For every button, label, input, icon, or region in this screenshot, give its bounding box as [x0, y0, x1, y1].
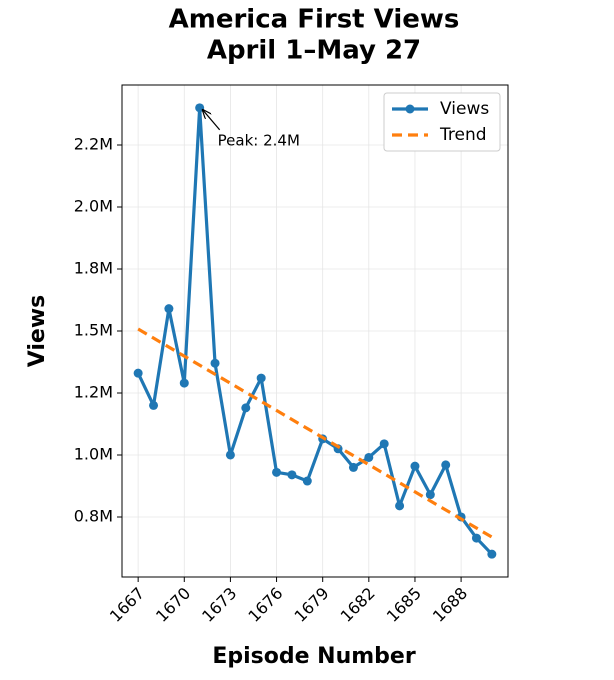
series-line: [137, 327, 493, 539]
y-tick-label: 1.8M: [74, 259, 113, 278]
x-tick-label: 1679: [290, 584, 332, 626]
data-point: [272, 467, 282, 477]
data-point: [195, 103, 205, 113]
chart-subtitle: April 1–May 27: [207, 36, 421, 66]
y-tick-label: 1.2M: [74, 382, 113, 401]
series-line: [136, 106, 494, 556]
y-tick-label: 1.5M: [74, 321, 113, 340]
x-tick-label: 1682: [337, 584, 379, 626]
data-point: [149, 400, 159, 410]
data-point: [179, 378, 189, 388]
legend: Views Trend: [383, 92, 501, 152]
data-point: [133, 368, 143, 378]
y-tick-label: 0.8M: [74, 506, 113, 525]
x-tick-label: 1673: [198, 584, 240, 626]
x-tick-label: 1676: [244, 584, 286, 626]
data-point: [164, 304, 174, 314]
legend-marker: [405, 104, 415, 114]
data-point: [302, 476, 312, 486]
legend-label: Views: [440, 99, 489, 119]
x-tick-label: 1685: [383, 584, 425, 626]
data-point: [487, 549, 497, 559]
data-point: [348, 462, 358, 472]
y-axis-label: Views: [25, 295, 50, 368]
data-point: [471, 533, 481, 543]
chart-title: America First Views: [169, 5, 460, 35]
y-tick-label: 2.0M: [74, 197, 113, 216]
annotation-text: Peak: 2.4M: [218, 131, 300, 149]
data-point: [425, 490, 435, 500]
data-point: [364, 452, 374, 462]
x-tick-label: 1667: [106, 584, 148, 626]
data-point: [241, 403, 251, 413]
data-point: [441, 460, 451, 470]
x-tick-label: 1670: [152, 584, 194, 626]
data-point: [410, 461, 420, 471]
legend-label: Trend: [439, 125, 487, 145]
data-point: [395, 501, 405, 511]
data-point: [379, 439, 389, 449]
data-point: [225, 450, 235, 460]
data-point: [287, 470, 297, 480]
data-point: [210, 358, 220, 368]
plot-frame: [121, 84, 509, 578]
x-axis-label: Episode Number: [212, 644, 416, 669]
y-tick-label: 2.2M: [74, 135, 113, 154]
annotation-arrow: [203, 110, 221, 131]
y-tick-label: 1.0M: [74, 444, 113, 463]
x-tick-label: 1688: [429, 584, 471, 626]
data-point: [256, 373, 266, 383]
